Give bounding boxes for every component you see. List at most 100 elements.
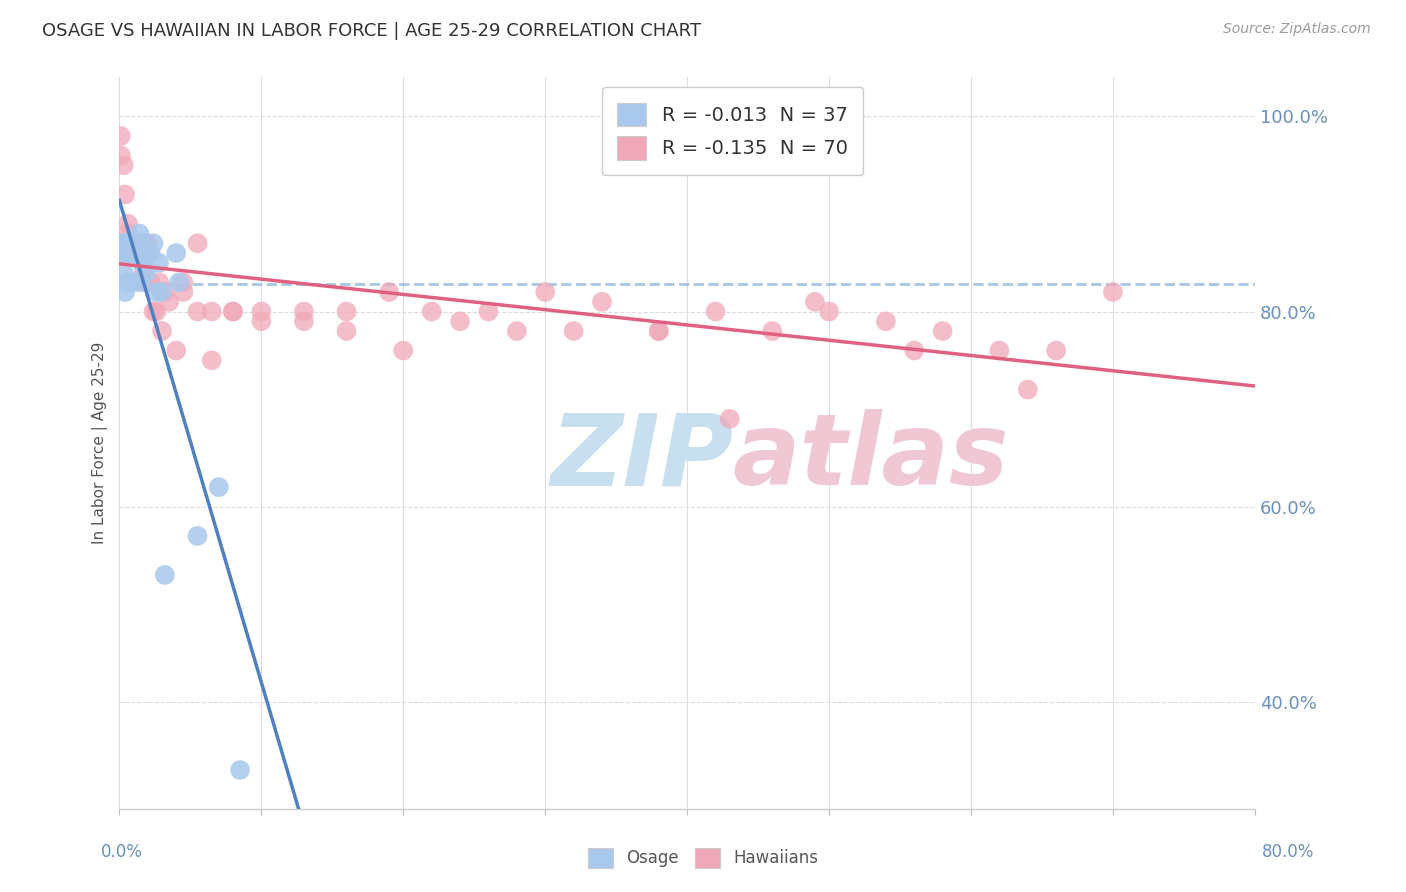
Point (127, 246, 149, 260)
Point (704, 304, 727, 318)
Point (718, 412, 741, 426)
Point (128, 236, 150, 251)
Point (186, 529, 208, 543)
Point (172, 285, 194, 299)
Point (648, 324, 671, 338)
Point (118, 236, 141, 251)
Point (121, 236, 143, 251)
Point (135, 266, 157, 280)
Point (150, 285, 173, 299)
Point (132, 266, 155, 280)
Point (818, 304, 841, 318)
Point (114, 236, 136, 251)
Point (165, 343, 187, 358)
Point (129, 275, 152, 289)
Point (534, 285, 557, 299)
Point (186, 304, 208, 318)
Point (115, 246, 138, 260)
Point (122, 236, 145, 251)
Point (142, 304, 165, 318)
Point (201, 304, 224, 318)
Point (122, 275, 145, 289)
Point (134, 236, 156, 251)
Point (115, 275, 138, 289)
Point (139, 246, 162, 260)
Point (165, 246, 187, 260)
Point (148, 275, 170, 289)
Point (111, 236, 134, 251)
Point (118, 246, 141, 260)
Point (139, 275, 162, 289)
Point (132, 256, 155, 270)
Point (125, 246, 148, 260)
Point (335, 324, 357, 338)
Point (378, 285, 401, 299)
Point (112, 236, 135, 251)
Point (136, 236, 159, 251)
Point (111, 246, 134, 260)
Point (449, 314, 471, 328)
Point (136, 246, 159, 260)
Point (117, 227, 139, 241)
Point (903, 343, 925, 358)
Point (145, 304, 167, 318)
Point (292, 314, 315, 328)
Point (167, 275, 190, 289)
Point (117, 236, 139, 251)
Point (1045, 343, 1067, 358)
Point (121, 246, 143, 260)
Text: 0.0%: 0.0% (101, 843, 143, 861)
Point (222, 304, 245, 318)
Point (124, 246, 146, 260)
Point (138, 246, 160, 260)
Point (131, 246, 153, 260)
Point (150, 324, 173, 338)
Text: OSAGE VS HAWAIIAN IN LABOR FORCE | AGE 25-29 CORRELATION CHART: OSAGE VS HAWAIIAN IN LABOR FORCE | AGE 2… (42, 22, 702, 40)
Point (117, 217, 139, 231)
Point (110, 236, 132, 251)
Point (120, 236, 142, 251)
Y-axis label: In Labor Force | Age 25-29: In Labor Force | Age 25-29 (93, 342, 108, 544)
Point (172, 275, 194, 289)
Point (1017, 383, 1039, 397)
Point (222, 304, 245, 318)
Point (335, 304, 357, 318)
Point (115, 236, 138, 251)
Point (186, 236, 208, 251)
Point (988, 343, 1011, 358)
Point (229, 763, 252, 777)
Point (153, 568, 176, 582)
Point (157, 294, 180, 309)
Point (804, 294, 827, 309)
Point (477, 304, 499, 318)
Text: atlas: atlas (733, 409, 1010, 507)
Point (875, 314, 897, 328)
Point (112, 158, 135, 172)
Point (148, 256, 170, 270)
Point (120, 246, 142, 260)
Text: Source: ZipAtlas.com: Source: ZipAtlas.com (1223, 22, 1371, 37)
Point (761, 324, 783, 338)
Point (135, 275, 157, 289)
Point (648, 324, 671, 338)
Point (131, 256, 153, 270)
Point (128, 227, 150, 241)
Point (208, 480, 231, 494)
Point (125, 236, 148, 251)
Point (110, 128, 132, 143)
Point (201, 353, 224, 368)
Point (127, 236, 149, 251)
Text: 80.0%: 80.0% (1263, 843, 1315, 861)
Point (117, 246, 139, 260)
Point (134, 246, 156, 260)
Text: ZIP: ZIP (551, 409, 734, 507)
Point (115, 236, 138, 251)
Point (292, 304, 315, 318)
Point (129, 246, 152, 260)
Point (114, 187, 136, 202)
Point (931, 324, 953, 338)
Point (122, 236, 145, 251)
Point (392, 343, 415, 358)
Point (420, 304, 443, 318)
Point (1102, 285, 1125, 299)
